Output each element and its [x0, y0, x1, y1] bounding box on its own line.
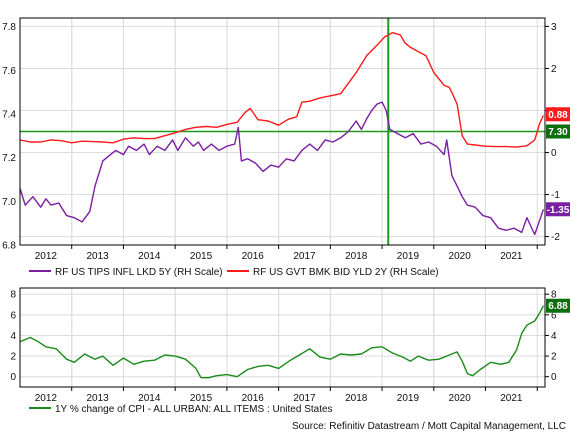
top-right-tick-label-2: 0 — [551, 148, 557, 159]
top-left-tick-label-4: 7.6 — [2, 66, 16, 77]
end-label-tips-box — [546, 202, 570, 217]
bottom-x-tick-label-2: 2014 — [138, 393, 161, 404]
bottom-left-tick-label-3: 6 — [10, 310, 16, 321]
bottom-left-tick-label-1: 2 — [10, 352, 16, 363]
top-chart: 2012 2013 2014 2015 2016 2017 2018 2019 2020 2021… — [2, 17, 570, 262]
top-left-tick-label-3: 7.4 — [2, 110, 16, 121]
top-x-tick-label-5: 2017 — [293, 251, 316, 262]
top-x-tick-label-4: 2016 — [242, 251, 265, 262]
top-left-tick-label-5: 7.8 — [2, 22, 16, 33]
bottom-series — [19, 305, 545, 379]
top-x-tick-label-2: 2014 — [138, 251, 161, 262]
legend-label-tips: RF US TIPS INFL LKD 5Y (RH Scale) — [55, 267, 223, 278]
top-x-tick-label-9: 2021 — [500, 251, 523, 262]
top-end-labels: 0.88 -1.35 7.30 — [546, 107, 570, 217]
top-series-line-0 — [19, 101, 545, 236]
top-x-tick-label-1: 2013 — [86, 251, 109, 262]
bottom-x-tick-label-0: 2012 — [35, 393, 58, 404]
top-x-tick-label-0: 2012 — [35, 251, 58, 262]
bottom-x-tick-label-7: 2019 — [397, 393, 420, 404]
bottom-right-tick-label-2: 4 — [551, 331, 557, 342]
bottom-right-tick-label-4: 8 — [551, 290, 557, 301]
bottom-grid — [20, 288, 545, 387]
end-label-cpi-text: 6.88 — [548, 301, 568, 312]
top-x-tick-label-6: 2018 — [345, 251, 368, 262]
top-left-axis: 6.8 7.0 7.2 7.4 7.6 7.8 — [2, 22, 16, 251]
top-right-tick-label-4: 2 — [551, 64, 557, 75]
bottom-x-ticks: 2012 2013 2014 2015 2016 2017 2018 2019 2020 2021 — [35, 387, 538, 404]
bottom-right-tick-label-0: 0 — [551, 372, 557, 383]
top-x-tick-label-3: 2015 — [190, 251, 213, 262]
bottom-series-line-0 — [19, 305, 545, 379]
bottom-chart: 2012 2013 2014 2015 2016 2017 2018 2019 2020 2021… — [10, 287, 570, 404]
end-label-reference-box — [546, 124, 570, 139]
bottom-x-tick-label-4: 2016 — [242, 393, 265, 404]
bottom-x-tick-label-5: 2017 — [293, 393, 316, 404]
bottom-left-tick-label-4: 8 — [10, 290, 16, 301]
end-label-reference-text: 7.30 — [548, 127, 568, 138]
bottom-right-tick-label-1: 2 — [551, 352, 557, 363]
top-series — [19, 32, 545, 236]
top-right-tick-label-0: -2 — [551, 232, 560, 243]
bottom-right-tick-label-3: 6 — [551, 310, 557, 321]
legend-label-cpi: 1Y % change of CPI - ALL URBAN: ALL ITEM… — [55, 404, 333, 415]
top-x-tick-label-7: 2019 — [397, 251, 420, 262]
bottom-x-tick-label-8: 2020 — [449, 393, 472, 404]
bottom-legend: 1Y % change of CPI - ALL URBAN: ALL ITEM… — [29, 404, 333, 415]
top-left-tick-label-2: 7.2 — [2, 153, 16, 164]
bottom-x-tick-label-6: 2018 — [345, 393, 368, 404]
bottom-plot-frame — [19, 287, 546, 388]
top-left-tick-label-1: 7.0 — [2, 197, 16, 208]
top-x-tick-label-8: 2020 — [449, 251, 472, 262]
top-right-tick-label-5: 3 — [551, 22, 557, 33]
top-right-tick-label-1: -1 — [551, 190, 560, 201]
bottom-x-tick-label-1: 2013 — [86, 393, 109, 404]
bottom-left-axis: 0 2 4 6 8 — [10, 290, 16, 384]
end-label-tips-text: -1.35 — [547, 205, 570, 216]
bottom-right-axis: 0 2 4 6 8 — [545, 290, 557, 383]
top-plot-frame — [19, 17, 546, 246]
bottom-x-tick-label-3: 2015 — [190, 393, 213, 404]
top-x-ticks: 2012 2013 2014 2015 2016 2017 2018 2019 2020 2021 — [35, 245, 538, 262]
bottom-left-tick-label-2: 4 — [10, 331, 16, 342]
top-series-line-1 — [19, 32, 545, 148]
bottom-left-tick-label-0: 0 — [10, 372, 16, 383]
end-label-govt-box — [546, 107, 570, 122]
source-note: Source: Refinitiv Datastream / Mott Capi… — [292, 421, 566, 432]
top-reference-lines — [20, 18, 545, 245]
end-label-cpi-box — [546, 298, 570, 313]
top-legend: RF US TIPS INFL LKD 5Y (RH Scale) RF US … — [29, 267, 439, 278]
bottom-end-labels: 6.88 — [546, 298, 570, 313]
end-label-govt-text: 0.88 — [548, 110, 568, 121]
bottom-x-tick-label-9: 2021 — [500, 393, 523, 404]
top-left-tick-label-0: 6.8 — [2, 241, 16, 252]
legend-label-govt: RF US GVT BMK BID YLD 2Y (RH Scale) — [253, 267, 439, 278]
